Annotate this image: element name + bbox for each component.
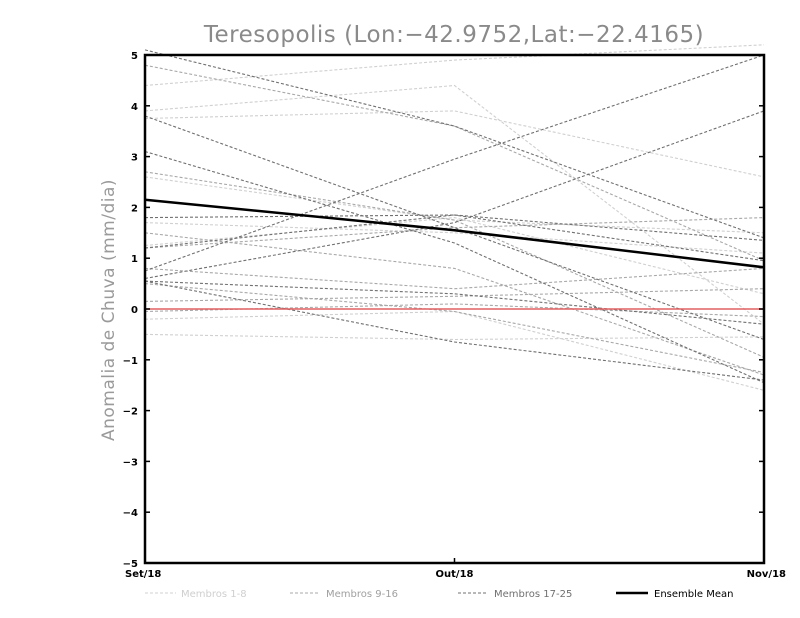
member-line-13 xyxy=(144,283,765,374)
member-line-20 xyxy=(144,214,765,241)
member-line-5 xyxy=(144,217,765,295)
member-line-16 xyxy=(144,288,765,302)
member-line-2 xyxy=(144,110,765,178)
axis-ticks: −5 −4 −3 −2 −1 0 1 2 3 4 5 Set/18 Out/18 Nov/18 xyxy=(123,51,786,580)
mean-lines xyxy=(144,198,765,310)
y-tick-label: 2 xyxy=(131,203,138,214)
member-line-7 xyxy=(144,333,765,341)
y-tick-label: −1 xyxy=(123,356,138,367)
x-tick-label: Set/18 xyxy=(125,569,161,580)
member-line-3 xyxy=(144,176,765,234)
member-line-6 xyxy=(144,310,765,391)
chart-title: Teresopolis (Lon:−42.9752,Lat:−22.4165) xyxy=(203,22,704,48)
member-line-10 xyxy=(144,171,765,358)
x-tick-label: Out/18 xyxy=(436,569,474,580)
y-tick-label: 4 xyxy=(131,102,138,113)
y-tick-label: −3 xyxy=(123,457,138,468)
member-line-22 xyxy=(144,54,765,272)
y-tick-label: 3 xyxy=(131,153,138,164)
member-line-14 xyxy=(144,303,765,318)
ensemble-mean-line xyxy=(144,198,765,269)
x-tick-label: Nov/18 xyxy=(747,569,786,580)
member-line-23 xyxy=(144,110,765,280)
legend-label-3: Membros 17-25 xyxy=(494,589,572,600)
member-line-21 xyxy=(144,214,765,262)
legend: Membros 1-8 Membros 9-16 Membros 17-25 Ense… xyxy=(145,589,733,600)
y-tick-label: 1 xyxy=(131,254,138,265)
member-line-9 xyxy=(144,64,765,262)
member-line-25 xyxy=(144,280,765,325)
member-line-15 xyxy=(144,217,765,249)
legend-label-1: Membros 1-8 xyxy=(181,589,247,600)
member-lines xyxy=(144,44,765,391)
legend-label-4: Ensemble Mean xyxy=(654,589,733,600)
member-line-11 xyxy=(144,232,765,376)
y-axis-label: Anomalia de Chuva (mm/dia) xyxy=(99,179,119,441)
y-tick-label: 0 xyxy=(131,305,138,316)
member-line-24 xyxy=(144,280,765,381)
y-tick-label: −2 xyxy=(123,407,138,418)
y-tick-label: −4 xyxy=(123,508,138,519)
member-line-17 xyxy=(144,49,765,239)
member-line-12 xyxy=(144,267,765,290)
legend-label-2: Membros 9-16 xyxy=(326,589,398,600)
member-line-19 xyxy=(144,150,765,384)
member-line-8 xyxy=(144,84,765,325)
member-line-4 xyxy=(144,222,765,254)
y-tick-label: 5 xyxy=(131,51,138,62)
member-line-1 xyxy=(144,44,765,87)
y-tick-label: −5 xyxy=(123,559,138,570)
